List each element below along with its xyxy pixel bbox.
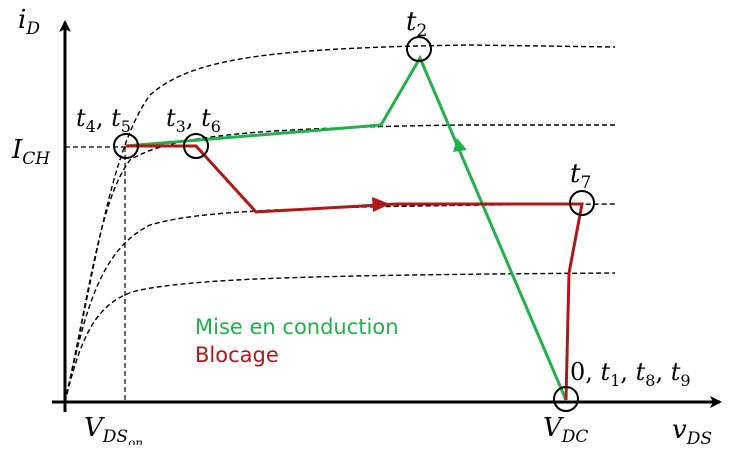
legend-turn-off: Blocage <box>195 343 279 367</box>
turn-off-path <box>126 144 584 401</box>
vdson-label: VDSon <box>84 413 143 445</box>
characteristic-curve-1 <box>64 44 616 403</box>
marker-t2 <box>406 36 432 62</box>
turn-on-direction-arrow <box>453 138 467 152</box>
marker-origin-t1-t8-t9 <box>553 386 579 412</box>
marker-t3-t6 <box>183 133 209 159</box>
t3-t6-label: t3, t6 <box>166 104 221 136</box>
turn-on-trajectory <box>125 54 568 401</box>
turn-off-direction-arrow <box>372 197 390 212</box>
t2-label: t2 <box>406 7 427 41</box>
origin-t1-t8-t9-label: 0, t1, t8, t9 <box>570 358 691 390</box>
turn-off-trajectory <box>126 144 584 401</box>
time-point-markers <box>113 36 595 412</box>
marker-t7 <box>569 190 595 216</box>
y-axis-label: iD <box>18 5 40 39</box>
turn-on-path <box>125 54 568 401</box>
characteristic-curve-3 <box>64 203 616 403</box>
x-axis-label: vDS <box>672 415 712 445</box>
mosfet-characteristic-curves <box>64 44 616 403</box>
marker-t4-t5 <box>113 133 139 159</box>
characteristic-curve-2 <box>64 124 615 403</box>
legend-turn-on: Mise en conduction <box>195 315 399 339</box>
ich-label: ICH <box>11 135 51 169</box>
t7-label: t7 <box>570 159 591 193</box>
t4-t5-label: t4, t5 <box>76 104 131 136</box>
characteristic-curve-4 <box>64 272 616 403</box>
vdc-label: VDC <box>543 413 588 445</box>
